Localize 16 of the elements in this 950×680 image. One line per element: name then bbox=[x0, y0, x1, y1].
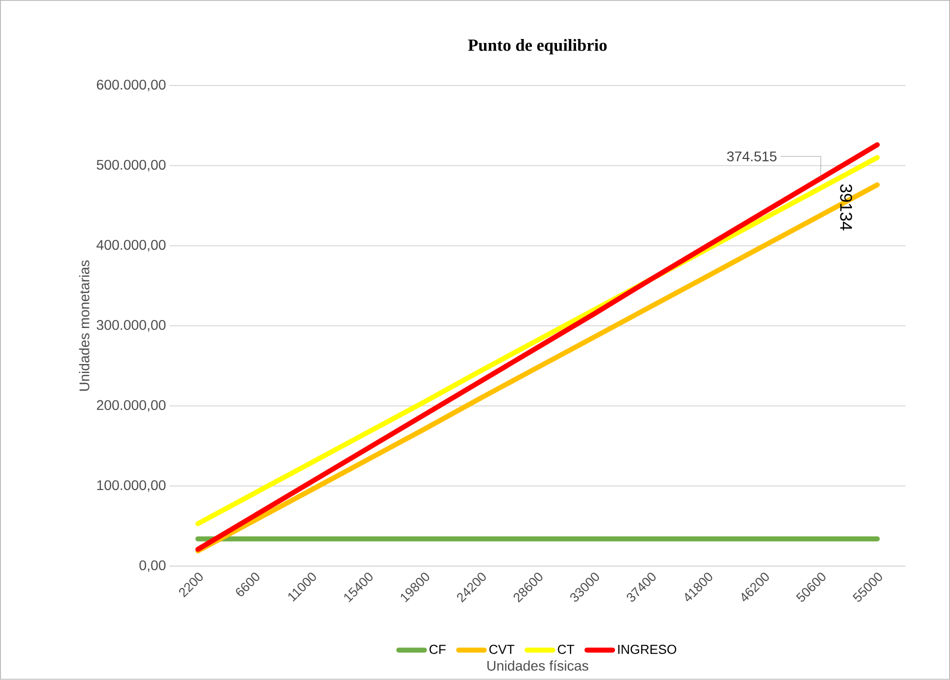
y-tick-label: 200.000,00 bbox=[96, 400, 166, 412]
annotation: 374.515 bbox=[727, 152, 776, 162]
y-axis-title: Unidades monetarias bbox=[79, 260, 90, 391]
y-tick-label: 100.000,00 bbox=[97, 480, 166, 492]
y-tick-label: 500.000,00 bbox=[96, 160, 166, 172]
legend-label: CF bbox=[430, 644, 446, 654]
legend-label: INGRESO bbox=[618, 644, 676, 654]
y-tick-label: 300.000,00 bbox=[96, 320, 166, 332]
legend-label: CVT bbox=[489, 644, 514, 654]
y-tick-label: 400.000,00 bbox=[96, 240, 166, 252]
chart-title: Punto de equilibrio bbox=[468, 39, 607, 55]
y-tick-label: 600.000,00 bbox=[96, 80, 166, 92]
x-axis-title: Unidades físicas bbox=[487, 660, 588, 671]
y-tick-label: 0,00 bbox=[139, 560, 166, 572]
annotation: 39134 bbox=[840, 184, 852, 230]
legend-label: CT bbox=[558, 644, 574, 654]
